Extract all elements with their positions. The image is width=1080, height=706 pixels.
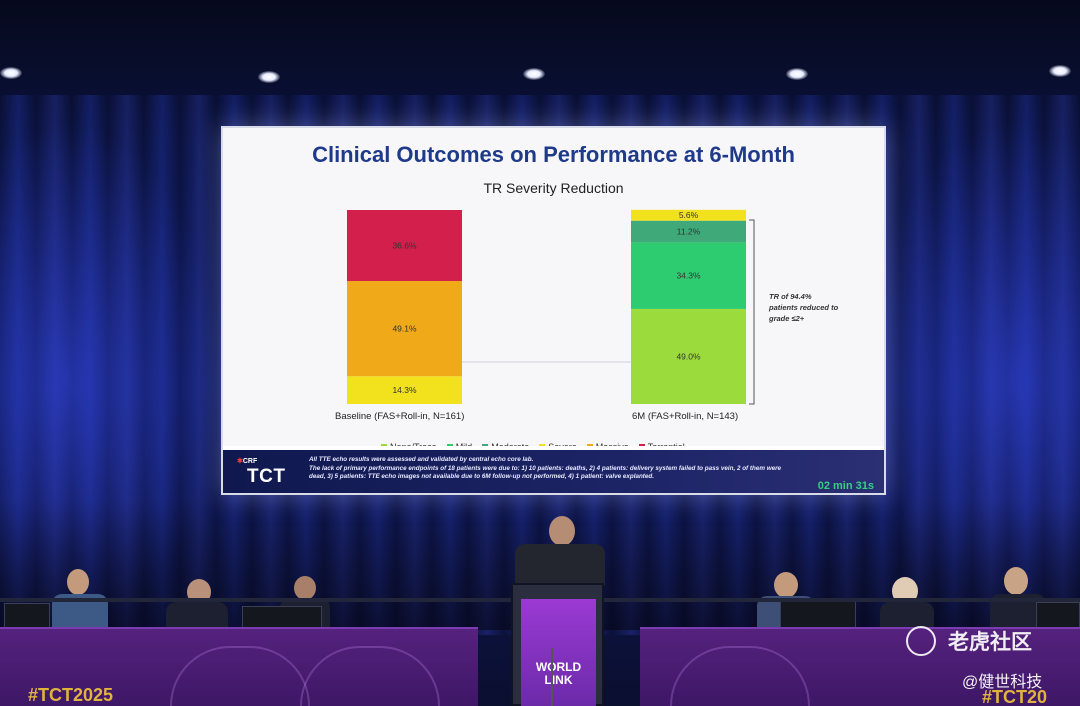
laptop <box>780 600 856 628</box>
category-label: 6M (FAS+Roll-in, N=143) <box>632 411 739 422</box>
watermark-logo-icon <box>906 626 936 656</box>
slide-subtitle: TR Severity Reduction <box>483 180 624 196</box>
ceiling-light <box>786 68 808 80</box>
category-label: Baseline (FAS+Roll-in, N=161) <box>335 411 465 422</box>
bridge-graphic <box>670 646 810 706</box>
annotation-bracket <box>749 219 755 405</box>
event-hashtag: #TCT20 <box>982 687 1048 706</box>
watermark-site: 老虎社区 <box>948 631 1032 654</box>
bar-segment <box>347 281 462 377</box>
podium-sign: WORLD LINK <box>521 599 596 706</box>
bar-segment <box>631 220 746 243</box>
crf-logo: ✱CRF <box>237 458 258 465</box>
segment-value-label: 49.0% <box>676 351 701 361</box>
segment-value-label: 36.6% <box>392 241 417 251</box>
laptop <box>1036 602 1080 628</box>
podium-text-line: WORLD <box>535 660 582 674</box>
bridge-graphic <box>300 646 440 706</box>
segment-value-label: 5.6% <box>679 210 699 220</box>
bar-segment <box>631 209 746 221</box>
podium-microphone <box>551 648 553 706</box>
segment-value-label: 49.1% <box>392 324 417 334</box>
segment-value-label: 11.2% <box>677 227 701 237</box>
footnote-line: All TTE echo results were assessed and v… <box>309 456 534 463</box>
podium-text-line: LINK <box>544 673 573 687</box>
ceiling-light <box>258 71 280 83</box>
event-hashtag: #TCT2025 <box>28 685 114 705</box>
reduction-annotation: TR of 94.4% patients reduced to grade ≤2… <box>769 292 839 323</box>
ceiling-light <box>0 67 22 79</box>
ceiling-light <box>1049 65 1071 77</box>
footnote-line: The lack of primary performance endpoint… <box>309 464 782 481</box>
segment-value-label: 34.3% <box>676 271 701 281</box>
tct-logo: TCT <box>247 466 286 487</box>
ceiling-light <box>523 68 545 80</box>
slide-footnote: All TTE echo results were assessed and v… <box>309 456 789 482</box>
stage-panel-left: #TCT2025 <box>0 627 478 706</box>
laptop <box>242 606 322 628</box>
slide-title: Clinical Outcomes on Performance at 6-Mo… <box>312 142 795 167</box>
bar-segment <box>631 242 746 309</box>
bar-segment <box>347 210 462 282</box>
stacked-bar-chart: 14.3% 49.1% 36.6% 49.0% 34.3% 11.2% 5.6% <box>347 209 755 405</box>
projection-screen: Clinical Outcomes on Performance at 6-Mo… <box>221 126 886 495</box>
laptop <box>4 603 50 628</box>
bar-segment <box>631 308 746 404</box>
slide-footer: ✱CRF TCT All TTE echo results were asses… <box>223 450 884 493</box>
watermark-author: @健世科技 <box>962 674 1043 691</box>
footer-divider <box>223 446 884 450</box>
podium: WORLD LINK <box>511 583 604 706</box>
segment-value-label: 14.3% <box>392 385 417 395</box>
talk-timer: 02 min 31s <box>817 480 874 492</box>
stage-panel-right: #TCT20 <box>640 627 1080 706</box>
bridge-graphic <box>170 646 310 706</box>
bar-segment <box>347 376 462 404</box>
